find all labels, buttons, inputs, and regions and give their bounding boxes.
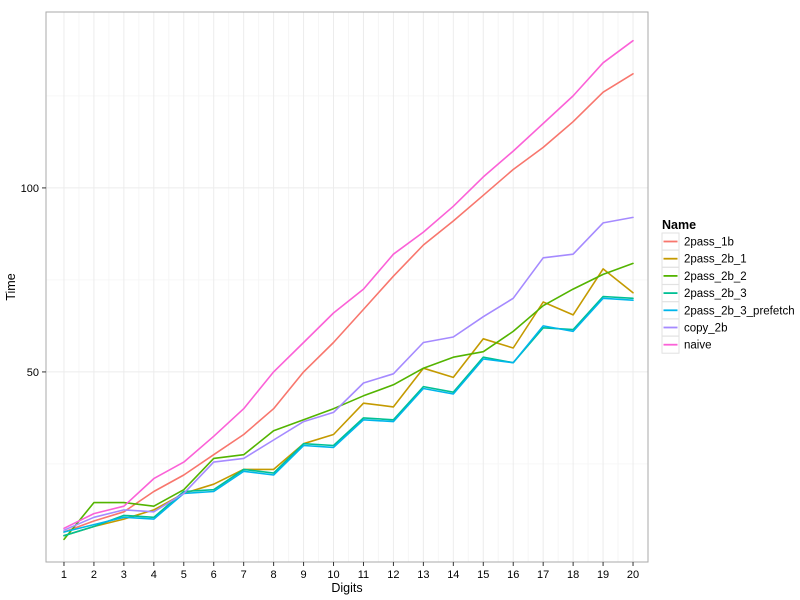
- x-tick-label: 13: [417, 569, 429, 581]
- x-tick-label: 7: [241, 569, 247, 581]
- x-tick-label: 18: [567, 569, 579, 581]
- x-tick-label: 16: [507, 569, 519, 581]
- x-tick-label: 6: [211, 569, 217, 581]
- axis-ticks: [42, 187, 634, 566]
- legend-entry-naive: naive: [661, 335, 712, 354]
- x-tick-label: 2: [91, 569, 97, 581]
- series-line-naive: [63, 39, 634, 530]
- legend-entry-2pass_2b_3: 2pass_2b_3: [661, 284, 747, 303]
- x-tick-label: 17: [537, 569, 549, 581]
- legend: Name 2pass_1b 2pass_2b_1 2pass_2b_2 2pass_2…: [661, 218, 795, 354]
- legend-title: Name: [662, 218, 696, 232]
- x-axis-title: Digits: [331, 581, 362, 595]
- x-tick-label: 14: [447, 569, 459, 581]
- legend-entry-2pass_2b_2: 2pass_2b_2: [661, 266, 747, 285]
- x-tick-label: 8: [271, 569, 277, 581]
- x-tick-label: 11: [358, 569, 369, 581]
- x-tick-label: 3: [121, 569, 127, 581]
- legend-label: 2pass_2b_1: [684, 254, 747, 266]
- x-tick-label: 10: [327, 569, 339, 581]
- series-line-2pass_2b_2: [63, 262, 634, 541]
- x-tick-label: 4: [151, 569, 157, 581]
- legend-label: 2pass_1b: [684, 237, 734, 249]
- series-line-copy_2b: [63, 216, 634, 532]
- legend-label: 2pass_2b_3_prefetch: [684, 305, 795, 317]
- series-line-2pass_2b_3: [63, 295, 634, 537]
- legend-entries: 2pass_1b 2pass_2b_1 2pass_2b_2 2pass_2b_3 2p…: [661, 232, 795, 354]
- y-tick-label: 100: [21, 183, 39, 195]
- x-tick-label: 20: [627, 569, 639, 581]
- x-tick-label: 19: [597, 569, 609, 581]
- y-axis-title: Time: [4, 273, 18, 300]
- series-line-2pass_1b: [63, 73, 634, 533]
- series-line-2pass_2b_3_prefetch: [63, 297, 634, 533]
- x-tick-label: 15: [477, 569, 489, 581]
- legend-entry-copy_2b: copy_2b: [661, 318, 727, 337]
- plot-panel-border: [45, 11, 649, 563]
- x-tick-label: 12: [387, 569, 399, 581]
- x-tick-label: 5: [181, 569, 187, 581]
- x-tick-label: 1: [61, 569, 67, 581]
- legend-entry-2pass_2b_3_prefetch: 2pass_2b_3_prefetch: [661, 301, 795, 320]
- plot-panel: [45, 11, 649, 563]
- legend-label: copy_2b: [684, 323, 727, 335]
- legend-label: 2pass_2b_2: [684, 271, 747, 283]
- legend-entry-2pass_2b_1: 2pass_2b_1: [661, 249, 747, 268]
- legend-entry-2pass_1b: 2pass_1b: [661, 232, 734, 251]
- y-tick-label: 50: [27, 367, 39, 379]
- legend-label: 2pass_2b_3: [684, 288, 747, 300]
- series-lines: [63, 39, 634, 541]
- x-tick-label: 9: [301, 569, 307, 581]
- legend-label: naive: [684, 340, 712, 352]
- gridlines-major: [46, 12, 648, 562]
